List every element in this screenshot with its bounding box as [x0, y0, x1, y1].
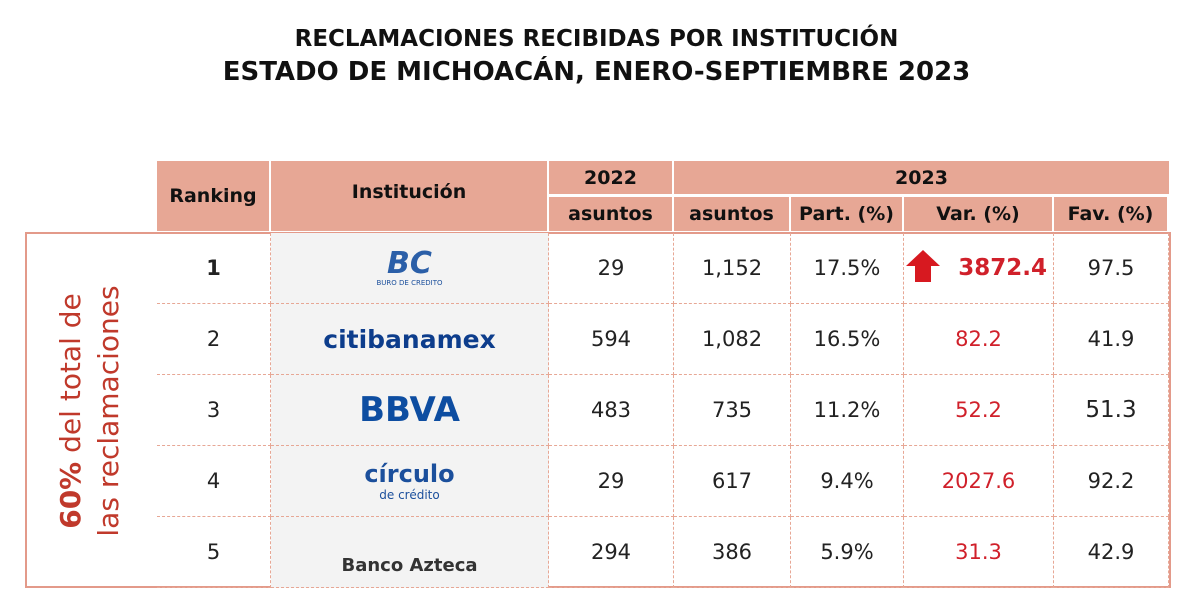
value-cell: 97.5 — [1054, 233, 1169, 304]
value-cell: 9.4% — [791, 446, 904, 517]
side-bold: 60% — [54, 461, 87, 529]
value-cell: 735 — [674, 375, 791, 446]
header-cell: Var. (%) — [904, 197, 1052, 231]
header-cell: 2022 — [549, 161, 672, 194]
header-cell: asuntos — [674, 197, 789, 231]
logo-text: Banco Azteca — [341, 554, 478, 576]
rank-cell: 4 — [157, 446, 271, 517]
value-cell: 3872.4 — [904, 233, 1054, 304]
value-cell: 2027.6 — [904, 446, 1054, 517]
value-cell: 11.2% — [791, 375, 904, 446]
logo-cell: BBVA — [271, 375, 549, 446]
logo-cell: Banco Azteca — [271, 517, 549, 588]
value-cell: 16.5% — [791, 304, 904, 375]
title: RECLAMACIONES RECIBIDAS POR INSTITUCIÓN — [294, 26, 899, 52]
rank-cell: 1 — [157, 233, 271, 304]
value-cell: 386 — [674, 517, 791, 588]
rank-cell: 3 — [157, 375, 271, 446]
value-cell: 31.3 — [904, 517, 1054, 588]
value-cell: 594 — [549, 304, 674, 375]
value-cell: 1,152 — [674, 233, 791, 304]
header-cell: Part. (%) — [791, 197, 902, 231]
value-cell: 29 — [549, 233, 674, 304]
value-cell: 294 — [549, 517, 674, 588]
logo-text: BC — [387, 246, 432, 281]
subtitle: ESTADO DE MICHOACÁN, ENERO-SEPTIEMBRE 20… — [222, 57, 971, 87]
logo-text: BBVA — [359, 390, 460, 430]
value-cell: 82.2 — [904, 304, 1054, 375]
value-cell: 41.9 — [1054, 304, 1169, 375]
rank-cell: 2 — [157, 304, 271, 375]
logo-sub: BURO DE CREDITO — [376, 279, 443, 287]
side-label: 60% del total de las reclamaciones — [54, 233, 125, 589]
logo-text: citibanamex — [323, 324, 496, 354]
value-cell: 5.9% — [791, 517, 904, 588]
logo-cell: citibanamex — [271, 304, 549, 375]
value-cell: 483 — [549, 375, 674, 446]
value-cell: 42.9 — [1054, 517, 1169, 588]
value-cell: 617 — [674, 446, 791, 517]
value-cell: 51.3 — [1054, 375, 1169, 446]
header-cell: Fav. (%) — [1054, 197, 1167, 231]
rank-cell: 5 — [157, 517, 271, 588]
logo-text: círculo — [364, 460, 455, 488]
header-cell: Institución — [271, 161, 547, 231]
value-cell: 29 — [549, 446, 674, 517]
value-cell: 1,082 — [674, 304, 791, 375]
header-cell: Ranking — [157, 161, 269, 231]
value-cell: 92.2 — [1054, 446, 1169, 517]
logo-sub: de crédito — [379, 488, 440, 502]
value-cell: 52.2 — [904, 375, 1054, 446]
logo-cell: BC BURO DE CREDITO — [271, 233, 549, 304]
up-arrow — [906, 250, 940, 282]
header-cell: asuntos — [549, 197, 672, 231]
value-cell: 17.5% — [791, 233, 904, 304]
logo-cell: círculo de crédito — [271, 446, 549, 517]
header-cell: 2023 — [674, 161, 1169, 194]
